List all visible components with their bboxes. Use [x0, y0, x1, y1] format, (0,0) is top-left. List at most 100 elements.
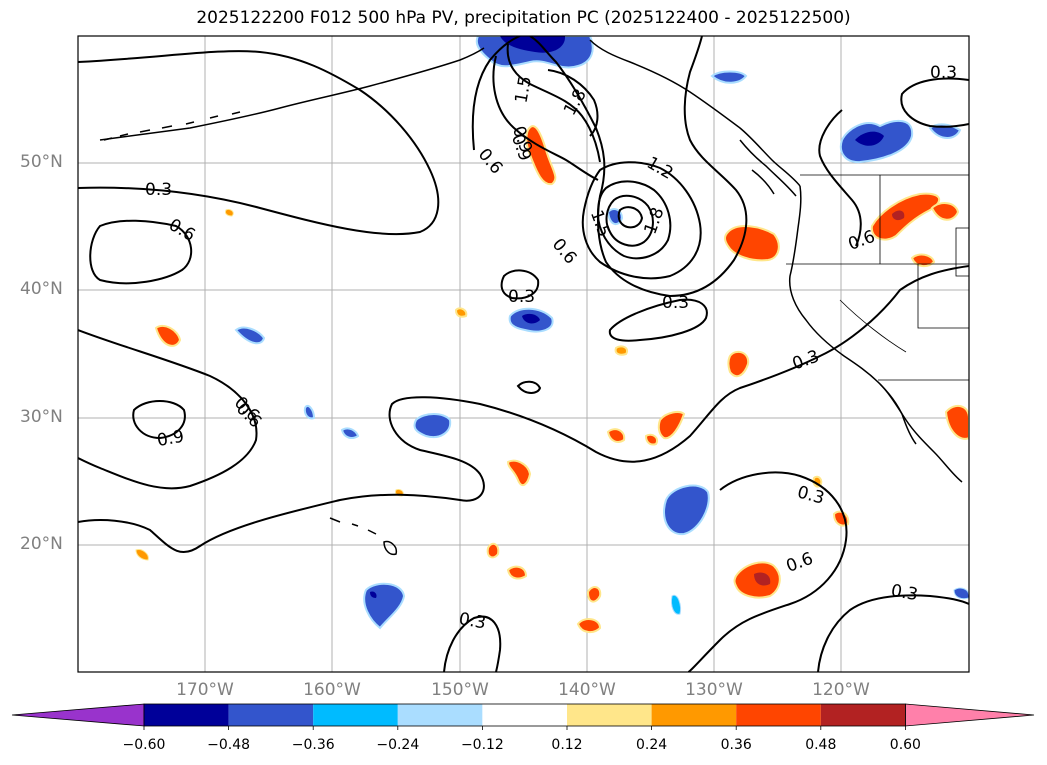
pv-contour-0.9	[492, 55, 599, 181]
colorbar-segment	[820, 704, 906, 726]
pv-contour-southeast-2	[817, 594, 969, 672]
pv-contour-0.3	[78, 50, 440, 236]
precip-blob	[506, 459, 532, 487]
precip-blob	[413, 413, 452, 438]
contour-label: 0.3	[662, 293, 689, 313]
us-west-coast	[788, 185, 963, 483]
precip-blob	[754, 572, 771, 586]
contour-label: 1.8	[640, 205, 668, 237]
lon-label: 170°W	[176, 680, 234, 700]
precip-blob	[500, 36, 566, 53]
precip-positive	[135, 125, 969, 634]
precip-blob	[930, 202, 960, 221]
pv-contour-east-2	[818, 109, 862, 247]
colorbar-segment	[482, 704, 567, 726]
colorbar-tick-label: −0.60	[122, 737, 166, 753]
colorbar-tick-label: −0.24	[376, 737, 420, 753]
lat-label: 40°N	[20, 279, 63, 299]
precip-blob	[234, 326, 266, 345]
precip-blob	[154, 324, 182, 347]
precip-blob	[892, 210, 905, 221]
colorbar-segment	[144, 704, 229, 726]
precip-blob	[644, 433, 658, 446]
pv-contour-west	[78, 329, 258, 490]
colorbar-extend-right	[905, 703, 1035, 727]
contour-label: 0.3	[790, 346, 822, 374]
precip-blob	[724, 225, 780, 262]
lon-label: 160°W	[303, 680, 361, 700]
contour-label: 1.5	[511, 75, 535, 105]
precip-blob	[710, 70, 748, 84]
precip-blob	[586, 586, 602, 603]
pv-contour-blob	[500, 269, 540, 300]
coastlines	[99, 39, 963, 556]
lon-label: 130°W	[685, 680, 743, 700]
colorbar-segment	[397, 704, 483, 726]
precip-blob	[614, 345, 628, 356]
precip-blob	[363, 582, 406, 630]
colorbar-segment	[313, 704, 398, 726]
colorbar-segment	[567, 704, 652, 726]
aleutian-islands	[103, 111, 241, 141]
lon-label: 140°W	[558, 680, 616, 700]
pv-contour-0.3-big	[78, 265, 969, 554]
baja-coast	[879, 383, 917, 445]
hawaii-islands	[329, 517, 398, 556]
state-line	[917, 264, 969, 329]
bc-coast	[739, 139, 797, 197]
pv-contour-1.2	[581, 161, 702, 280]
lon-label: 150°W	[431, 680, 489, 700]
pv-contour-south	[443, 615, 502, 672]
pv-contour-0.6-main	[471, 36, 748, 298]
precip-blob	[303, 404, 316, 420]
colorbar	[11, 703, 1035, 730]
contour-label: 0.3	[930, 63, 957, 83]
lat-label: 30°N	[20, 407, 63, 427]
precip-blob	[506, 565, 528, 580]
precip-blob	[944, 404, 969, 440]
map-title: 2025122200 F012 500 hPa PV, precipitatio…	[196, 8, 851, 28]
lat-label: 50°N	[20, 152, 63, 172]
precip-negative	[234, 36, 969, 630]
precip-blob	[522, 313, 540, 324]
colorbar-tick-label: −0.48	[207, 737, 251, 753]
precip-blob	[663, 484, 710, 536]
contour-label: 0.3	[457, 609, 487, 633]
colorbar-segment	[228, 704, 314, 726]
colorbar-tick-label: −0.36	[291, 737, 335, 753]
precip-blob	[370, 591, 377, 598]
contour-label: 0.6	[474, 145, 507, 179]
pv-contour-1.8	[605, 194, 654, 247]
precip-blob	[870, 192, 941, 241]
colorbar-segment	[651, 704, 737, 726]
precip-blob	[525, 125, 557, 186]
pv-contour-north-inner	[547, 69, 599, 137]
lon-label: 120°W	[812, 680, 870, 700]
state-line	[839, 299, 907, 353]
precip-blob	[454, 307, 468, 318]
precip-blob	[486, 542, 500, 559]
colorbar-tick-label: 0.36	[720, 737, 752, 753]
precip-blob	[855, 131, 884, 146]
colorbar-segment	[736, 704, 821, 726]
map-frame	[77, 35, 970, 673]
colorbar-ticks	[143, 726, 906, 730]
precip-blob	[671, 594, 681, 615]
state-line	[955, 227, 969, 277]
precip-blob	[225, 209, 234, 217]
pv-contour-mid	[608, 298, 708, 342]
precip-blob	[340, 427, 360, 439]
pv-contour-blob-small	[516, 380, 542, 394]
alaska-coast	[589, 39, 801, 187]
precip-blob	[576, 618, 602, 634]
colorbar-tick-label: 0.24	[636, 737, 668, 753]
pv-contour-0.6	[89, 219, 192, 285]
colorbar-extend-left	[11, 703, 145, 727]
contour-label: 0.6	[165, 215, 198, 246]
colorbar-tick-label: 0.60	[889, 737, 921, 753]
contour-label: 0.3	[145, 180, 172, 200]
precip-blob	[928, 123, 962, 139]
precip-blob	[135, 549, 149, 561]
precip-blob	[727, 350, 750, 378]
alaska-peninsula-coast	[99, 47, 485, 141]
